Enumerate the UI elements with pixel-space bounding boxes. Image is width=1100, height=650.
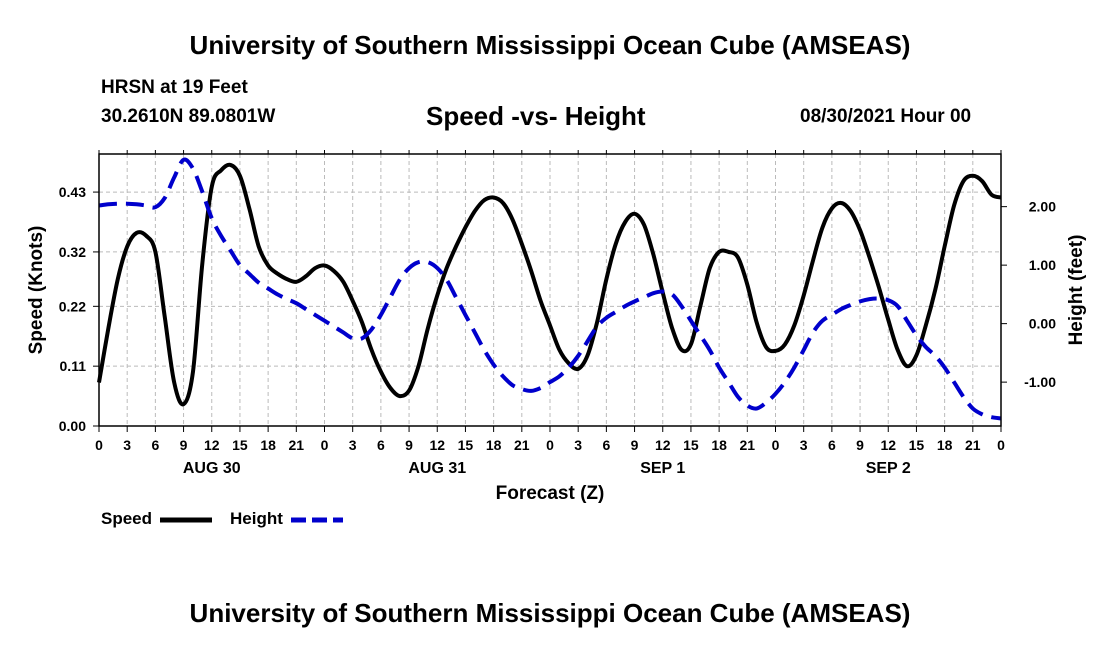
x-tick-label: 18 xyxy=(711,437,727,453)
x-tick-label: 6 xyxy=(602,437,610,453)
x-tick-label: 21 xyxy=(740,437,756,453)
grid-lines xyxy=(99,154,1001,426)
x-tick-label: 6 xyxy=(828,437,836,453)
x-tick-label: 9 xyxy=(856,437,864,453)
legend-height-label: Height xyxy=(230,509,283,528)
x-tick-label: 15 xyxy=(458,437,474,453)
height-series-line xyxy=(98,157,1002,421)
chart-title-bottom: University of Southern Mississippi Ocean… xyxy=(189,598,911,628)
x-tick-label: 15 xyxy=(683,437,699,453)
speed-series-line xyxy=(97,162,1002,407)
x-tick-label: 12 xyxy=(880,437,896,453)
x-date-label: SEP 2 xyxy=(866,460,911,477)
y2-tick-label: 1.00 xyxy=(1029,257,1056,273)
y-tick-label: 0.22 xyxy=(59,298,86,314)
y-tick-label: 0.11 xyxy=(60,358,87,374)
x-tick-label: 3 xyxy=(800,437,808,453)
x-date-label: SEP 1 xyxy=(640,460,685,477)
legend-speed-label: Speed xyxy=(101,509,153,528)
x-tick-label: 0 xyxy=(546,437,554,453)
axes: 0 3 6 9 12 15 18 21 0 3 6 9 12 15 18 21 0 3 6 9 12 15 18 21 0 3 6 9… xyxy=(59,150,1056,477)
x-tick-label: 12 xyxy=(655,437,671,453)
x-tick-label: 15 xyxy=(909,437,925,453)
x-tick-label: 6 xyxy=(151,437,159,453)
x-tick-label: 0 xyxy=(997,437,1005,453)
x-tick-label: 3 xyxy=(123,437,131,453)
x-tick-label: 0 xyxy=(321,437,329,453)
x-tick-label: 9 xyxy=(405,437,413,453)
plot-title: Speed -vs- Height xyxy=(426,101,646,131)
y-tick-label: 0.32 xyxy=(59,244,86,260)
x-tick-label: 18 xyxy=(937,437,953,453)
y2-axis-label: Height (feet) xyxy=(1066,235,1087,346)
x-tick-label: 3 xyxy=(349,437,357,453)
x-tick-label: 12 xyxy=(429,437,445,453)
station-label: HRSN at 19 Feet xyxy=(101,77,248,98)
x-tick-label: 0 xyxy=(772,437,780,453)
y-tick-label: 0.00 xyxy=(59,418,86,434)
y2-tick-label: 2.00 xyxy=(1029,199,1056,215)
x-tick-label: 21 xyxy=(514,437,530,453)
x-tick-label: 12 xyxy=(204,437,220,453)
x-tick-label: 6 xyxy=(377,437,385,453)
x-tick-label: 18 xyxy=(486,437,502,453)
y-axis-label: Speed (Knots) xyxy=(26,226,47,355)
x-tick-label: 3 xyxy=(574,437,582,453)
x-date-label: AUG 31 xyxy=(408,460,466,477)
y2-tick-label: -1.00 xyxy=(1024,374,1056,390)
x-tick-label: 21 xyxy=(965,437,981,453)
x-tick-label: 0 xyxy=(95,437,103,453)
forecast-datetime: 08/30/2021 Hour 00 xyxy=(800,106,972,127)
station-coordinates: 30.2610N 89.0801W xyxy=(101,106,276,127)
chart-title-top: University of Southern Mississippi Ocean… xyxy=(189,30,911,60)
x-tick-label: 9 xyxy=(180,437,188,453)
x-axis-label: Forecast (Z) xyxy=(495,483,605,504)
x-tick-label: 18 xyxy=(260,437,276,453)
y-tick-label: 0.43 xyxy=(59,184,86,200)
y2-tick-label: 0.00 xyxy=(1029,316,1056,332)
x-tick-label: 21 xyxy=(289,437,305,453)
x-date-label: AUG 30 xyxy=(183,460,241,477)
x-tick-label: 15 xyxy=(232,437,248,453)
x-tick-label: 9 xyxy=(631,437,639,453)
series-lines xyxy=(97,157,1002,421)
